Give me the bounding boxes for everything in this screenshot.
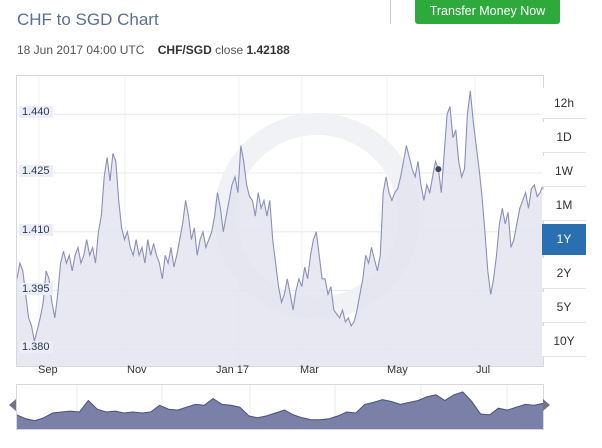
range-button-10y[interactable]: 10Y	[542, 326, 586, 357]
y-tick-label: 1.410	[19, 223, 53, 236]
range-button-5y[interactable]: 5Y	[542, 292, 586, 323]
quote-datetime: 18 Jun 2017 04:00 UTC	[17, 43, 145, 57]
transfer-money-button[interactable]: Transfer Money Now	[415, 0, 560, 24]
series-line	[16, 90, 544, 342]
range-button-2y[interactable]: 2Y	[542, 258, 586, 289]
price-chart-svg	[16, 76, 544, 367]
quote-line: 18 Jun 2017 04:00 UTC CHF/SGD close 1.42…	[17, 43, 290, 57]
navigator-left-handle[interactable]	[9, 399, 16, 411]
series-area	[17, 90, 543, 367]
hover-point	[435, 166, 442, 173]
y-tick-label: 1.380	[19, 341, 53, 354]
range-button-1y[interactable]: 1Y	[542, 224, 586, 255]
price-chart[interactable]	[16, 75, 544, 367]
navigator[interactable]	[16, 384, 544, 430]
header-divider	[390, 0, 391, 24]
navigator-area	[17, 391, 543, 429]
page-title: CHF to SGD Chart	[17, 10, 159, 29]
quote-close-value: 1.42188	[246, 43, 290, 57]
range-button-1w[interactable]: 1W	[542, 156, 586, 187]
navigator-right-handle[interactable]	[543, 399, 550, 411]
y-tick-label: 1.395	[19, 282, 53, 295]
range-button-1d[interactable]: 1D	[542, 122, 586, 153]
x-tick-label: Sep	[38, 364, 58, 376]
range-button-1m[interactable]: 1M	[542, 190, 586, 221]
quote-pair: CHF/SGD	[157, 43, 212, 57]
x-tick-label: Nov	[127, 364, 147, 376]
x-tick-label: Jan 17	[216, 364, 250, 376]
x-tick-label: Jul	[476, 364, 491, 376]
y-tick-label: 1.440	[19, 106, 53, 119]
x-tick-label: May	[387, 364, 408, 376]
range-button-12h[interactable]: 12h	[542, 88, 586, 119]
navigator-svg	[16, 385, 544, 429]
navigator-line	[16, 391, 544, 422]
y-tick-label: 1.425	[19, 165, 53, 178]
x-tick-label: Mar	[300, 364, 319, 376]
quote-close-label: close	[215, 43, 244, 57]
